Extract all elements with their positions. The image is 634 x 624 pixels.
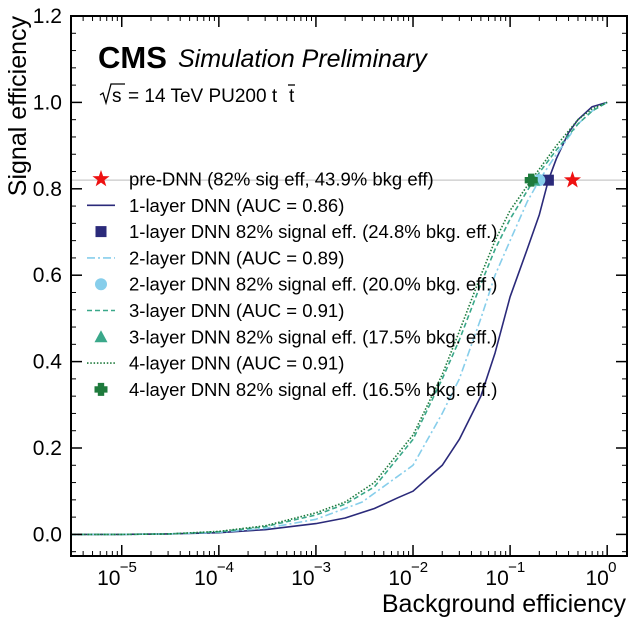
- series-line-3: [71, 101, 608, 536]
- y-axis-label: Signal efficiency: [4, 16, 32, 197]
- legend-label-2: 1-layer DNN (AUC = 0.86): [129, 195, 344, 216]
- legend-entry-6: 3-layer DNN (AUC = 0.91): [87, 300, 344, 321]
- tick-layer: [70, 15, 627, 556]
- legend: pre-DNN (82% sig eff, 43.9% bkg eff) 1-la…: [87, 169, 497, 400]
- x-tick-exp-2: −3: [314, 559, 331, 576]
- simulation-preliminary-label: Simulation Preliminary: [178, 45, 428, 73]
- x-tick-label-2: 10 −3: [291, 559, 331, 590]
- legend-marker-swatch-7: [94, 330, 108, 343]
- legend-entry-1: pre-DNN (82% sig eff, 43.9% bkg eff): [92, 169, 434, 190]
- legend-entry-5: 2-layer DNN 82% signal eff. (20.0% bkg. …: [95, 274, 497, 295]
- x-tick-base-0: 10: [97, 567, 120, 590]
- energy-label: s = 14 TeV PU200 t t: [99, 83, 295, 107]
- marker-plus-5: [524, 173, 538, 187]
- x-tick-exp-5: 0: [608, 559, 616, 576]
- y-tick-label-0: 0.0: [33, 523, 62, 546]
- y-tick-label-4: 0.8: [33, 178, 62, 201]
- y-tick-label-1: 0.2: [33, 437, 62, 460]
- x-tick-base-1: 10: [194, 567, 217, 590]
- legend-marker-swatch-5: [95, 278, 107, 291]
- legend-entry-7: 3-layer DNN 82% signal eff. (17.5% bkg. …: [94, 326, 497, 347]
- sqrt-symbol: [99, 83, 125, 106]
- cms-label: CMS: [98, 40, 167, 75]
- y-tick-label-3: 0.6: [33, 264, 62, 287]
- energy-sqrt-s: s: [112, 86, 122, 107]
- x-tick-base-5: 10: [586, 567, 609, 590]
- series-layer: [71, 101, 608, 536]
- legend-label-3: 1-layer DNN 82% signal eff. (24.8% bkg. …: [129, 221, 497, 242]
- x-tick-label-0: 10 −5: [97, 559, 137, 590]
- legend-label-1: pre-DNN (82% sig eff, 43.9% bkg eff): [129, 169, 434, 190]
- x-tick-exp-0: −5: [120, 559, 137, 576]
- y-tick-label-6: 1.2: [33, 5, 62, 28]
- marker-square-2: [542, 174, 554, 186]
- chart-header: CMS Simulation Preliminary s = 14 TeV PU…: [98, 40, 428, 107]
- energy-tbar: t: [289, 86, 295, 107]
- legend-entry-2: 1-layer DNN (AUC = 0.86): [87, 195, 344, 216]
- tick-label-layer: 0.00.20.40.60.81.01.210 −5 10 −4 10 −3 10 −2 10−…: [33, 5, 617, 590]
- x-tick-exp-4: −1: [508, 559, 525, 576]
- legend-entry-8: 4-layer DNN (AUC = 0.91): [87, 353, 344, 374]
- x-tick-exp-1: −4: [217, 559, 234, 576]
- x-axis-label: Background efficiency: [382, 590, 627, 618]
- x-tick-exp-3: −2: [411, 559, 428, 576]
- legend-entry-4: 2-layer DNN (AUC = 0.89): [87, 247, 344, 268]
- x-tick-base-4: 10: [485, 567, 508, 590]
- legend-label-5: 2-layer DNN 82% signal eff. (20.0% bkg. …: [129, 274, 497, 295]
- x-tick-base-3: 10: [388, 567, 411, 590]
- legend-label-7: 3-layer DNN 82% signal eff. (17.5% bkg. …: [129, 326, 497, 347]
- x-tick-base-2: 10: [291, 567, 314, 590]
- y-tick-label-5: 1.0: [33, 91, 62, 114]
- x-tick-label-4: 10 −1: [485, 559, 525, 590]
- marker-layer: [524, 171, 582, 188]
- legend-label-9: 4-layer DNN 82% signal eff. (16.5% bkg. …: [129, 379, 497, 400]
- x-tick-label-1: 10 −4: [194, 559, 234, 590]
- legend-marker-swatch-1: [92, 170, 110, 187]
- legend-label-8: 4-layer DNN (AUC = 0.91): [129, 353, 344, 374]
- legend-entry-9: 4-layer DNN 82% signal eff. (16.5% bkg. …: [94, 379, 497, 400]
- legend-entry-3: 1-layer DNN 82% signal eff. (24.8% bkg. …: [95, 221, 497, 242]
- legend-label-6: 3-layer DNN (AUC = 0.91): [129, 300, 344, 321]
- marker-star-1: [563, 171, 582, 188]
- x-tick-label-3: 10 −2: [388, 559, 428, 590]
- y-tick-label-2: 0.4: [33, 351, 63, 374]
- energy-text: = 14 TeV PU200 t: [128, 86, 278, 107]
- plot-frame: [70, 15, 628, 557]
- legend-label-4: 2-layer DNN (AUC = 0.89): [129, 247, 344, 268]
- legend-marker-swatch-3: [95, 226, 107, 238]
- legend-marker-swatch-9: [94, 382, 108, 396]
- x-tick-label-5: 10 0: [586, 559, 617, 590]
